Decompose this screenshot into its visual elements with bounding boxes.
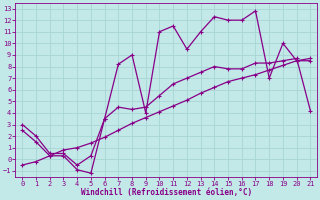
X-axis label: Windchill (Refroidissement éolien,°C): Windchill (Refroidissement éolien,°C) [81,188,252,197]
